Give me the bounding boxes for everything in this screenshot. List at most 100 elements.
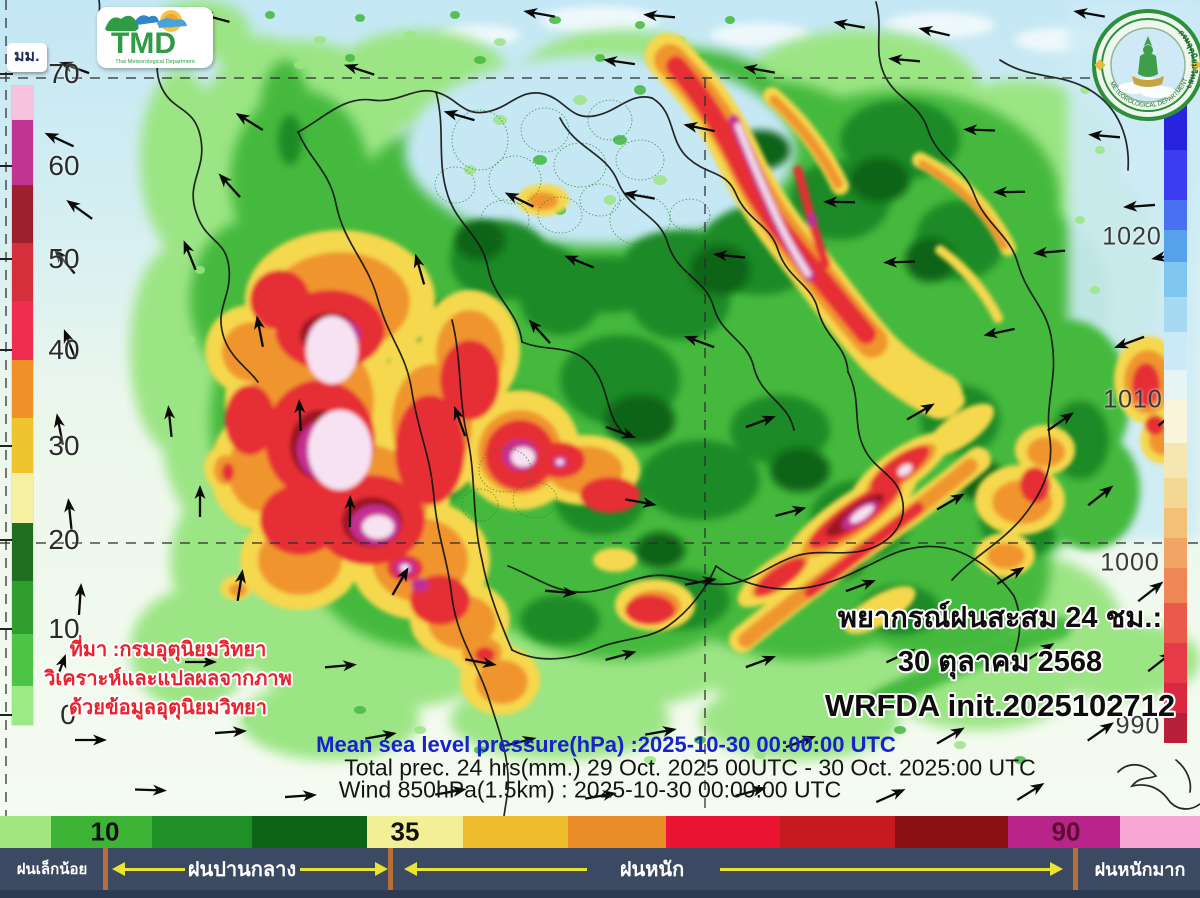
legend-value-10: 10 — [90, 816, 120, 847]
colorbar-segment — [152, 816, 252, 848]
seal-deity-figure — [1138, 53, 1158, 77]
wind-arrow-icon — [53, 654, 67, 685]
wind-arrow-icon — [875, 789, 906, 804]
wind-arrow-icon — [735, 785, 767, 797]
wind-arrow-icon — [235, 569, 246, 601]
wind-arrow-icon — [888, 54, 921, 66]
colorbar-segment — [12, 360, 33, 418]
pressure-label-1010: 1010 — [1103, 385, 1163, 414]
wind-arrow-icon — [625, 497, 657, 508]
wind-arrow-icon — [504, 192, 534, 208]
colorbar-segment — [12, 473, 33, 523]
wind-arrow-icon — [523, 8, 555, 19]
wind-arrow-icon — [324, 660, 357, 672]
wind-arrow-icon — [1137, 581, 1164, 603]
wind-arrow-icon — [918, 25, 950, 37]
wind-arrow-icon — [603, 56, 636, 68]
wind-arrow-icon — [1047, 412, 1074, 432]
wind-arrow-icon — [1033, 246, 1066, 258]
colorbar-segment — [1164, 443, 1187, 478]
wind-arrow-icon — [963, 124, 996, 136]
wind-arrow-icon — [983, 327, 1015, 339]
legend-value-90: 90 — [1051, 816, 1081, 847]
arrow-left-icon — [404, 862, 417, 876]
tmd-subtext: Thai Meteorological Department — [115, 59, 195, 65]
legend-value-35: 35 — [390, 816, 420, 847]
colorbar-segment — [1164, 538, 1187, 568]
source-note: ที่มา :กรมอุตุนิยมวิทยา วิเคราะห์และแปลผ… — [40, 636, 296, 723]
wind-arrow-icon — [643, 10, 676, 22]
precipitation-map — [0, 0, 1200, 816]
colorbar-segment — [463, 816, 568, 848]
wind-arrow-icon — [235, 112, 264, 131]
wind-arrow-icon — [75, 734, 107, 746]
pressure-label-1020: 1020 — [1102, 222, 1162, 251]
scale-tick-50: 50 — [48, 243, 80, 274]
wind-arrow-icon — [344, 495, 356, 528]
scale-tick-0: 0 — [60, 699, 76, 730]
wind-arrow-icon — [59, 61, 90, 75]
wind-arrow-icon — [605, 649, 637, 661]
graticule — [0, 0, 1200, 816]
wind-arrow-icon — [833, 19, 865, 30]
wind-arrow-icon — [443, 109, 475, 122]
wind-arrow-icon — [134, 784, 167, 796]
heavy-rain-cells — [204, 33, 1184, 715]
colorbar-segment — [1164, 150, 1187, 200]
colorbar-segment — [1164, 332, 1187, 370]
wind-arrow-icon — [645, 726, 677, 737]
forecast-date: 30 ตุลาคม 2568 — [897, 646, 1103, 678]
wind-arrow-icon — [743, 64, 775, 75]
wind-arrow-icon — [194, 485, 206, 517]
source-note-line2: วิเคราะห์และแปลผลจากภาพ — [44, 668, 292, 690]
wind-arrow-icon — [936, 493, 965, 511]
pressure-label-990: 990 — [1115, 711, 1161, 740]
wind-arrow-icon — [505, 735, 537, 747]
tmd-logo: TMD Thai Meteorological Department — [97, 7, 213, 68]
wind-arrow-icon — [343, 63, 375, 76]
scale-tick-60: 60 — [48, 150, 80, 181]
category-divider — [388, 848, 393, 890]
category-light-rain: ฝนเล็กน้อย — [16, 861, 88, 878]
wind-arrow-icon — [745, 655, 776, 669]
wind-arrow-icon — [1123, 200, 1156, 212]
wind-arrow-icon — [214, 726, 247, 738]
arrow-left-icon — [112, 862, 125, 876]
wind-arrow-icon — [996, 566, 1025, 585]
colorbar-segment — [666, 816, 780, 848]
wind-arrow-icon — [775, 505, 807, 517]
colorbar-segment — [1164, 200, 1187, 230]
tmd-wordmark: TMD — [111, 27, 176, 60]
wind-caption: Wind 850hPa(1.5km) : 2025-10-30 00:00:00… — [338, 776, 842, 803]
wind-arrow-icon — [1073, 8, 1105, 19]
wind-arrow-icon — [684, 335, 715, 349]
colorbar-segment — [1164, 683, 1187, 713]
wind-arrow-icon — [435, 786, 467, 797]
wind-arrow-icon — [453, 406, 467, 437]
colorbar-segment — [1164, 643, 1187, 683]
colorbar-segment — [1164, 508, 1187, 538]
category-divider — [103, 848, 108, 890]
pressure-label-1000: 1000 — [1100, 548, 1160, 577]
rain-category-bar: ฝนเล็กน้อย ฝนปานกลาง ฝนหนัก ฝนหนักมาก — [0, 848, 1200, 898]
wind-arrow-icon — [164, 405, 176, 438]
wind-arrow-icon — [54, 248, 76, 275]
wind-arrow-icon — [284, 790, 317, 802]
wind-arrow-icon — [365, 730, 397, 741]
tmd-seal: กรมอุตุนิยมวิทยา METEOROLOGICAL DEPARTME… — [1092, 8, 1200, 127]
colorbar-segment — [1164, 370, 1187, 400]
colorbar-segment — [12, 581, 33, 634]
wind-arrow-icon — [44, 132, 75, 148]
colorbar-segment — [780, 816, 895, 848]
wind-arrow-icon — [823, 196, 856, 208]
category-moderate-rain: ฝนปานกลาง — [187, 859, 297, 881]
wind-arrow-icon — [413, 253, 426, 285]
wind-arrow-icon — [685, 576, 717, 587]
scale-tick-10: 10 — [48, 613, 80, 644]
wind-arrow-icon — [885, 648, 916, 664]
colorbar-segment — [12, 418, 33, 473]
source-note-line1: ที่มา :กรมอุตุนิยมวิทยา — [69, 639, 267, 661]
wind-arrow-icon — [564, 255, 595, 269]
wind-arrow-icon — [1016, 782, 1045, 801]
